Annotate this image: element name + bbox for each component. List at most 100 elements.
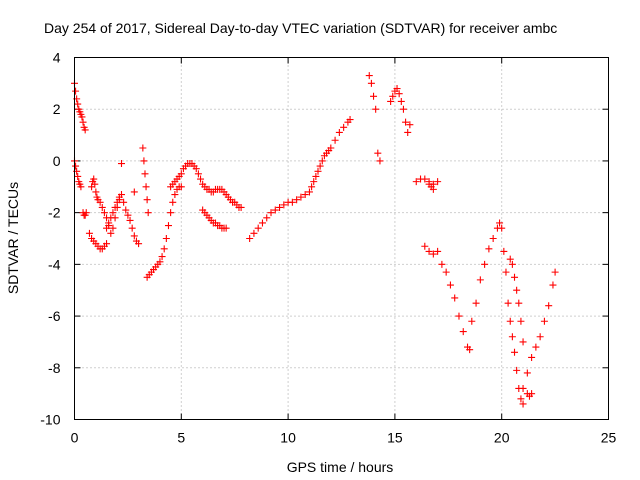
data-point xyxy=(389,92,397,100)
data-point xyxy=(194,170,202,178)
chart-title: Day 254 of 2017, Sidereal Day-to-day VTE… xyxy=(44,20,557,36)
data-point xyxy=(523,369,531,377)
data-point xyxy=(288,198,296,206)
data-point xyxy=(438,260,446,268)
data-point xyxy=(301,191,309,199)
data-point xyxy=(340,123,348,131)
data-point xyxy=(404,128,412,136)
data-point xyxy=(280,201,288,209)
data-point xyxy=(142,183,150,191)
data-point xyxy=(399,105,407,113)
data-point xyxy=(374,149,382,157)
data-point xyxy=(308,183,316,191)
data-point xyxy=(305,188,313,196)
data-point xyxy=(508,260,516,268)
data-point xyxy=(540,317,548,325)
data-point xyxy=(263,214,271,222)
axis-ticks xyxy=(74,57,609,420)
data-point xyxy=(376,157,384,165)
data-point xyxy=(318,157,326,165)
data-point xyxy=(143,196,151,204)
data-point xyxy=(515,299,523,307)
data-point xyxy=(545,302,553,310)
data-point xyxy=(81,126,89,134)
x-tick-label: 20 xyxy=(494,430,510,446)
data-point xyxy=(472,299,480,307)
y-axis-label: SDTVAR / TECUs xyxy=(5,182,21,294)
data-point xyxy=(519,384,527,392)
data-point xyxy=(258,219,266,227)
data-point xyxy=(271,206,279,214)
data-point xyxy=(140,157,148,165)
data-point xyxy=(117,160,125,168)
x-tick-label: 10 xyxy=(280,430,296,446)
data-point xyxy=(519,338,527,346)
data-point xyxy=(402,118,410,126)
x-axis-label: GPS time / hours xyxy=(287,459,394,475)
y-tick-label: -2 xyxy=(48,205,61,221)
data-point xyxy=(528,353,536,361)
data-point xyxy=(421,242,429,250)
data-point xyxy=(536,333,544,341)
data-point xyxy=(164,222,172,230)
data-point xyxy=(365,72,373,80)
data-point xyxy=(468,317,476,325)
data-point xyxy=(192,165,200,173)
data-point xyxy=(387,97,395,105)
data-point xyxy=(103,224,111,232)
data-point xyxy=(335,128,343,136)
data-point xyxy=(126,216,134,224)
data-point xyxy=(156,258,164,266)
data-point xyxy=(316,162,324,170)
data-point xyxy=(496,219,504,227)
y-tick-label: 2 xyxy=(53,101,61,117)
data-point xyxy=(122,206,130,214)
x-tick-label: 5 xyxy=(177,430,185,446)
data-point xyxy=(476,276,484,284)
x-tick-label: 0 xyxy=(71,430,79,446)
data-point xyxy=(310,178,318,186)
data-point xyxy=(115,193,123,201)
data-point xyxy=(519,400,527,408)
data-point xyxy=(158,253,166,261)
data-point xyxy=(171,191,179,199)
data-point xyxy=(197,175,205,183)
data-point xyxy=(532,343,540,351)
y-tick-label: 0 xyxy=(53,153,61,169)
data-point xyxy=(485,245,493,253)
y-tick-labels: -10 -8 -6 -4 -2 0 2 4 xyxy=(40,50,60,428)
data-point xyxy=(421,175,429,183)
data-point xyxy=(237,203,245,211)
data-point xyxy=(293,196,301,204)
data-point xyxy=(528,390,536,398)
data-point xyxy=(549,281,557,289)
data-point xyxy=(412,178,420,186)
data-point xyxy=(107,214,115,222)
data-points xyxy=(71,72,559,408)
data-point xyxy=(455,312,463,320)
data-point xyxy=(100,209,108,217)
data-point xyxy=(370,92,378,100)
data-point xyxy=(105,219,113,227)
data-point xyxy=(434,247,442,255)
data-point xyxy=(429,250,437,258)
data-point xyxy=(109,224,117,232)
data-point xyxy=(160,245,168,253)
data-point xyxy=(91,180,99,188)
data-point xyxy=(508,333,516,341)
data-point xyxy=(103,240,111,248)
data-point xyxy=(113,198,121,206)
data-point xyxy=(111,203,119,211)
x-tick-label: 15 xyxy=(387,430,403,446)
data-point xyxy=(130,188,138,196)
data-point xyxy=(327,144,335,152)
data-point xyxy=(74,172,82,180)
data-point xyxy=(120,198,128,206)
data-point xyxy=(130,232,138,240)
data-point xyxy=(397,97,405,105)
data-point xyxy=(459,328,467,336)
data-point xyxy=(498,224,506,232)
data-point xyxy=(367,79,375,87)
data-point xyxy=(135,240,143,248)
